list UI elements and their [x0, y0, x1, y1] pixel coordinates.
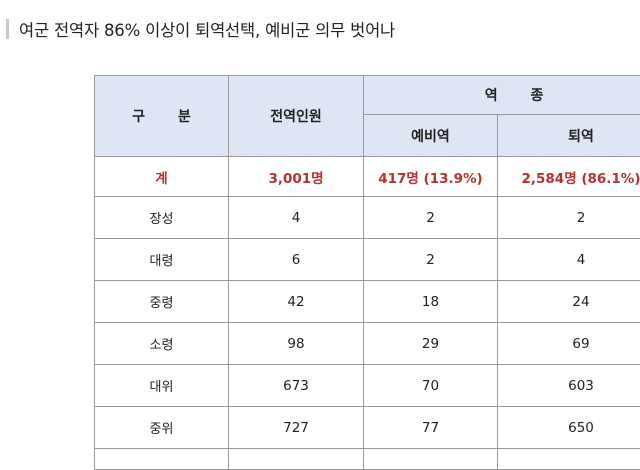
reserve-cell: 29 [364, 323, 498, 365]
total-reserve: 417명 (13.9%) [364, 157, 498, 197]
table-row-cutoff [95, 449, 640, 470]
table-row: 대령 6 2 4 [95, 239, 640, 281]
reserve-cell: 2 [364, 197, 498, 239]
table-row: 장성 4 2 2 [95, 197, 640, 239]
reserve-cell: 2 [364, 239, 498, 281]
total-label: 계 [95, 157, 229, 197]
total-retired: 2,584명 (86.1%) [498, 157, 640, 197]
discharged-cell: 6 [229, 239, 364, 281]
article-headline: 여군 전역자 86% 이상이 퇴역선택, 예비군 의무 벗어나 [6, 18, 395, 40]
reserve-cell: 18 [364, 281, 498, 323]
total-row: 계 3,001명 417명 (13.9%) 2,584명 (86.1%) [95, 157, 640, 197]
retired-cell: 69 [498, 323, 640, 365]
discharged-cell: 727 [229, 407, 364, 449]
total-discharged: 3,001명 [229, 157, 364, 197]
retired-cell: 24 [498, 281, 640, 323]
reserve-cell: 70 [364, 365, 498, 407]
retired-cell: 650 [498, 407, 640, 449]
retired-cell: 4 [498, 239, 640, 281]
retired-cell: 2 [498, 197, 640, 239]
discharged-cell: 98 [229, 323, 364, 365]
table-row: 소령 98 29 69 [95, 323, 640, 365]
rank-cell: 소령 [95, 323, 229, 365]
reserve-cell: 77 [364, 407, 498, 449]
header-category: 구 분 [95, 76, 229, 157]
table-row: 중위 727 77 650 [95, 407, 640, 449]
discharged-cell: 4 [229, 197, 364, 239]
rank-cell: 장성 [95, 197, 229, 239]
headline-accent-bar [6, 19, 9, 39]
header-type-group: 역 종 [364, 76, 640, 115]
header-retired: 퇴역 [498, 115, 640, 157]
header-reserve: 예비역 [364, 115, 498, 157]
discharged-cell: 42 [229, 281, 364, 323]
table-row: 중령 42 18 24 [95, 281, 640, 323]
headline-text: 여군 전역자 86% 이상이 퇴역선택, 예비군 의무 벗어나 [19, 17, 395, 41]
header-discharged: 전역인원 [229, 76, 364, 157]
rank-cell: 중위 [95, 407, 229, 449]
discharge-statistics-table: 구 분 전역인원 역 종 예비역 퇴역 계 3,001명 417명 (13.9%… [94, 75, 640, 470]
table-row: 대위 673 70 603 [95, 365, 640, 407]
rank-cell: 대령 [95, 239, 229, 281]
retired-cell: 603 [498, 365, 640, 407]
rank-cell: 중령 [95, 281, 229, 323]
rank-cell: 대위 [95, 365, 229, 407]
discharged-cell: 673 [229, 365, 364, 407]
